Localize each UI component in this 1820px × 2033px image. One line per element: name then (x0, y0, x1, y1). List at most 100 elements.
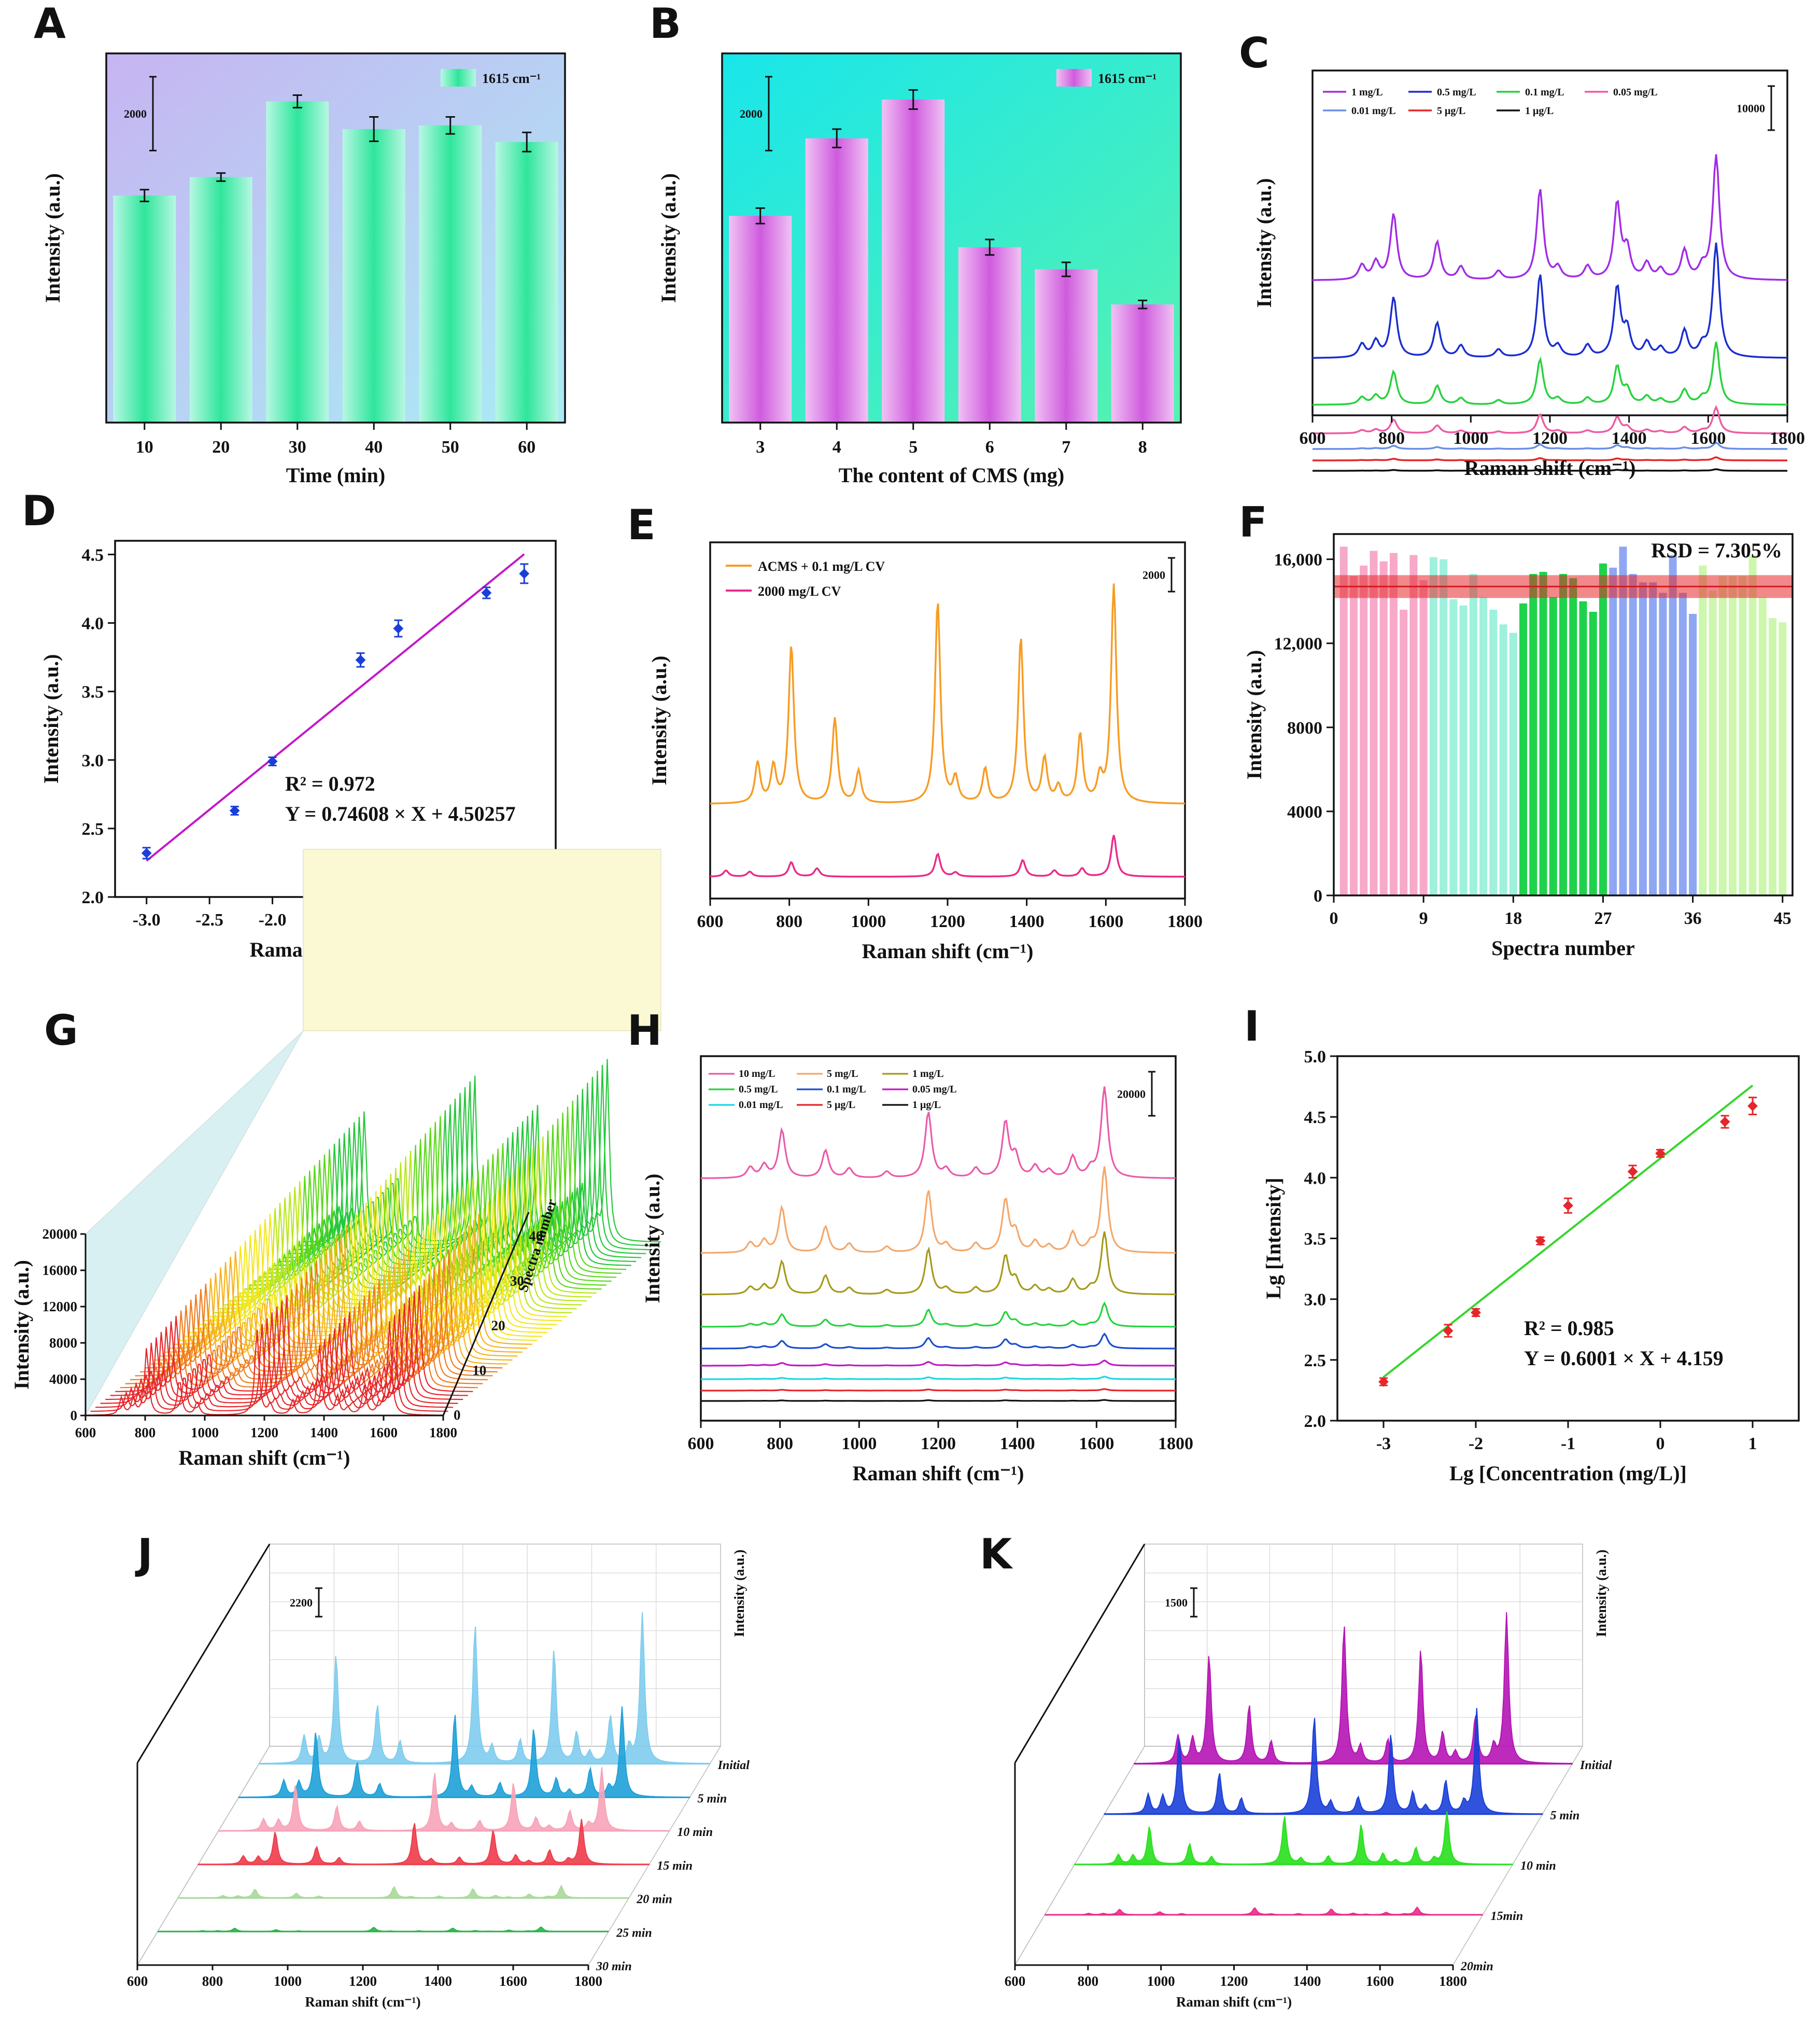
x-tick-label: -3.0 (133, 910, 161, 930)
y-tick-label: 20000 (43, 1226, 78, 1242)
bar (1619, 546, 1627, 895)
scale-bar-label: 10000 (1737, 102, 1765, 115)
panel-letter: A (34, 0, 66, 48)
x-tick-label: 800 (135, 1425, 156, 1440)
panel-C: 1 mg/L 0.5 mg/L 0.1 mg/L 0.05 mg/L 0.01 mg/L… (1252, 69, 1805, 480)
bar (1678, 593, 1687, 895)
bar (1589, 611, 1597, 895)
x-tick-label: -3 (1376, 1434, 1391, 1453)
x-axis-label: Raman shift (cm⁻¹) (305, 1994, 420, 2010)
x-tick-label: 6 (985, 438, 994, 457)
x-tick-label: 1600 (1079, 1434, 1114, 1453)
x-tick-label: 1600 (1690, 429, 1726, 448)
series-line (710, 835, 1185, 878)
data-point (1627, 1166, 1638, 1177)
x-tick-label: 7 (1062, 438, 1070, 457)
bar (1035, 269, 1098, 423)
bar (1111, 304, 1174, 423)
panel-letter: C (1239, 29, 1269, 77)
back-wall (303, 849, 661, 1031)
series-label: 20min (1460, 1960, 1493, 1973)
y-tick-label: 2.5 (82, 820, 104, 839)
r-squared-annotation: R² = 0.985 (1524, 1316, 1614, 1340)
x-tick-label: 600 (1005, 1973, 1026, 1989)
x-tick-label: 1800 (1167, 912, 1203, 931)
x-axis-label: Raman shift (cm⁻¹) (1176, 1994, 1292, 2010)
bar (113, 195, 176, 423)
panel-letter: B (650, 0, 681, 48)
x-tick-label: 5 (909, 438, 918, 457)
x-tick-label: 600 (127, 1973, 148, 1989)
x-axis-label: Raman shift (cm⁻¹) (1464, 456, 1636, 480)
legend-label: 10 mg/L (739, 1068, 775, 1079)
z-tick-label: 0 (454, 1407, 461, 1423)
series-label: 15 min (657, 1859, 693, 1873)
panel-K: Initial 5 min 10 min 15min 20min 600 800 1000 12… (1005, 1543, 1612, 2010)
bar (1599, 563, 1607, 895)
x-axis-label: Time (min) (286, 464, 385, 487)
z-axis (442, 1212, 530, 1416)
data-point (1719, 1116, 1730, 1127)
plot-frame (1333, 533, 1794, 896)
y-axis-label: Intensity (a.u.) (10, 1260, 33, 1390)
x-tick-label: 45 (1774, 909, 1791, 928)
x-tick-label: 1 (1748, 1434, 1757, 1453)
series-area (1104, 1708, 1543, 1815)
bar (1748, 555, 1757, 895)
x-tick-label: -2.5 (195, 910, 223, 930)
x-axis-label: Lg [Concentration (mg/L)] (1449, 1462, 1687, 1485)
z-tick-label: 10 (472, 1363, 486, 1378)
x-tick-label: 1800 (1158, 1434, 1193, 1453)
scale-bar-label: 1500 (1165, 1596, 1188, 1609)
bar (1709, 591, 1717, 895)
panel-I: -3 -2 -1 0 1 2.0 2.5 3.0 3.5 4.0 4.5 5.0 R² = 0.985 Y… (1262, 1047, 1800, 1485)
x-tick-label: 1800 (1439, 1973, 1467, 1989)
x-axis-label: Raman shift (cm⁻¹) (862, 940, 1034, 963)
x-tick-label: 1000 (191, 1425, 219, 1440)
data-point (393, 623, 404, 634)
y-tick-label: 4.0 (82, 614, 104, 634)
plot-frame (105, 52, 566, 424)
y-tick-label: 2.5 (1304, 1351, 1327, 1370)
x-tick-label: 800 (767, 1434, 793, 1453)
legend-label: 1 μg/L (1525, 105, 1554, 117)
bar (1519, 603, 1528, 895)
bar (882, 100, 945, 423)
series-area (258, 1612, 711, 1764)
scale-bar-label: 2000 (740, 107, 763, 120)
y-tick-label: 3.0 (82, 751, 104, 770)
legend-label: 0.5 mg/L (1437, 87, 1476, 98)
x-tick-label: 1000 (841, 1434, 877, 1453)
bar (1639, 582, 1647, 895)
x-tick-label: 10 (136, 438, 153, 457)
bar (1349, 576, 1358, 895)
scale-bar-label: 2000 (1142, 569, 1165, 582)
x-tick-label: 1400 (424, 1973, 452, 1989)
panel-G: 600 800 1000 1200 1400 1600 1800 0 4000 8000 12000… (10, 849, 661, 1469)
scale-bar-label: 20000 (1117, 1088, 1146, 1101)
x-tick-label: 1200 (349, 1973, 377, 1989)
y-tick-label: 3.5 (82, 683, 104, 702)
data-point (481, 587, 492, 598)
fit-line (1382, 1084, 1754, 1378)
series-line (701, 1333, 1176, 1350)
x-tick-label: 27 (1594, 909, 1612, 928)
panel-letter: E (627, 501, 656, 549)
series-line (701, 1301, 1176, 1328)
series-line (1313, 468, 1787, 472)
series-line (701, 1388, 1176, 1392)
panel-letter: G (44, 1006, 78, 1055)
rsd-annotation: RSD = 7.305% (1651, 539, 1782, 562)
series-label: Initial (1579, 1759, 1612, 1772)
y-tick-label: 16000 (43, 1263, 78, 1278)
x-axis-label: Raman shift (cm⁻¹) (853, 1462, 1024, 1485)
x-tick-label: 20 (212, 438, 230, 457)
series-line (1313, 242, 1788, 359)
x-tick-label: 1400 (1000, 1434, 1035, 1453)
series-line (90, 1315, 448, 1412)
x-tick-label: 3 (756, 438, 765, 457)
panel-letter: K (980, 1530, 1013, 1578)
legend-label: ACMS + 0.1 mg/L CV (758, 559, 885, 574)
y-axis-label: Lg [Intensity] (1262, 1177, 1285, 1299)
x-tick-label: 50 (442, 438, 459, 457)
